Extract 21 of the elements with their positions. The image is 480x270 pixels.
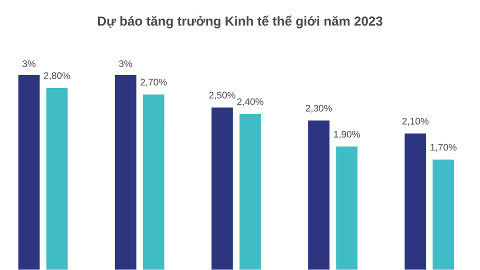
data-label: 2,10% — [402, 118, 429, 126]
bar — [238, 113, 262, 270]
data-label: 1,70% — [430, 144, 457, 152]
data-label: 2,40% — [237, 98, 264, 106]
bar — [46, 87, 68, 270]
chart-title: Dự báo tăng trưởng Kinh tế thế giới năm 2023 — [98, 16, 382, 28]
bar — [114, 74, 137, 270]
data-label: 3% — [119, 60, 132, 68]
data-label: 2,50% — [209, 92, 236, 100]
bar — [210, 106, 234, 270]
bar — [336, 146, 358, 270]
bar — [18, 74, 40, 270]
data-label: 2,80% — [44, 72, 70, 80]
data-label: 1,90% — [334, 130, 360, 139]
bar — [404, 132, 427, 270]
data-label: 2,70% — [140, 78, 167, 87]
bar — [308, 120, 330, 270]
data-label: 3% — [22, 60, 36, 68]
bar — [142, 94, 165, 270]
data-label: 2,30% — [306, 104, 332, 113]
bar — [432, 158, 455, 270]
